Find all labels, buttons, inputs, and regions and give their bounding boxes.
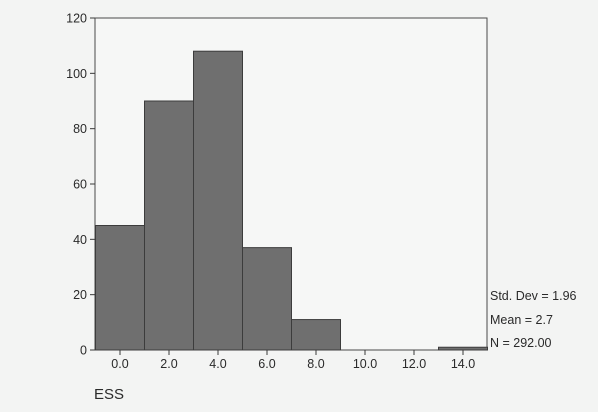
histogram-bar — [242, 247, 292, 351]
y-tick-label: 20 — [73, 288, 87, 302]
y-tick-label: 40 — [73, 233, 87, 247]
x-tick-label: 14.0 — [451, 357, 475, 371]
x-axis-label: ESS — [94, 386, 125, 403]
histogram-bar — [95, 225, 145, 351]
std-dev-label: Std. Dev = 1.96 — [490, 289, 577, 303]
histogram-bars — [95, 50, 488, 351]
x-tick-label: 0.0 — [111, 357, 128, 371]
histogram-bar — [144, 100, 194, 351]
y-tick-label: 0 — [80, 344, 87, 358]
x-axis: 0.0 2.0 4.0 6.0 8.0 10.0 12.0 14.0 — [111, 350, 475, 371]
x-tick-label: 12.0 — [402, 357, 426, 371]
y-tick-label: 80 — [73, 122, 87, 136]
x-tick-label: 2.0 — [160, 357, 177, 371]
y-tick-label: 60 — [73, 178, 87, 192]
y-tick-label: 100 — [66, 67, 87, 81]
y-axis: 0 20 40 60 80 100 120 — [66, 12, 95, 358]
histogram-bar — [291, 319, 341, 351]
histogram-bar — [438, 346, 488, 351]
x-tick-label: 4.0 — [209, 357, 226, 371]
x-tick-label: 10.0 — [353, 357, 377, 371]
n-label: N = 292.00 — [490, 336, 552, 350]
y-tick-label: 120 — [66, 12, 87, 26]
x-tick-label: 6.0 — [258, 357, 275, 371]
x-tick-label: 8.0 — [307, 357, 324, 371]
mean-label: Mean = 2.7 — [490, 313, 553, 327]
histogram-bar — [193, 50, 243, 351]
